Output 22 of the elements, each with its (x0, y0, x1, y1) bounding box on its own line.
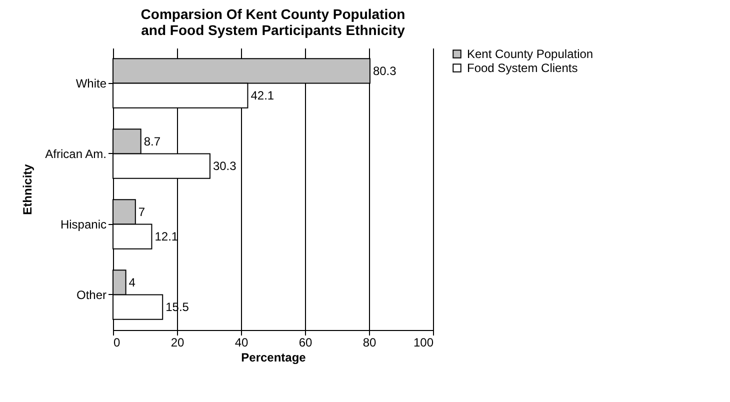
x-axis-title: Percentage (241, 350, 306, 364)
x-tick-label: 100 (413, 336, 434, 350)
x-tick-label: 80 (362, 336, 376, 350)
y-axis-title: Ethnicity (20, 164, 34, 215)
y-tick-label: Other (76, 288, 106, 302)
data-label: 42.1 (250, 88, 274, 103)
data-label: 8.7 (144, 134, 161, 148)
y-tick-label: White (76, 76, 107, 90)
data-label: 7 (138, 204, 146, 219)
legend-label: Kent County Population (467, 47, 594, 61)
data-label: 4 (128, 275, 136, 290)
y-tick-label: Hispanic (60, 217, 106, 232)
chart-title: Comparsion Of Kent County Population and Food System Participants Ethnicity (140, 6, 406, 38)
x-tick-label: 40 (234, 336, 248, 350)
data-label: 12.1 (154, 230, 178, 244)
x-tick-label: 0 (114, 336, 120, 350)
data-label: 80.3 (372, 64, 397, 78)
data-label: 30.3 (212, 159, 237, 174)
legend-label: Food System Clients (467, 61, 578, 75)
x-tick-label: 20 (170, 336, 184, 350)
y-tick-label: African Am. (45, 146, 106, 161)
x-tick-label: 60 (298, 336, 312, 350)
